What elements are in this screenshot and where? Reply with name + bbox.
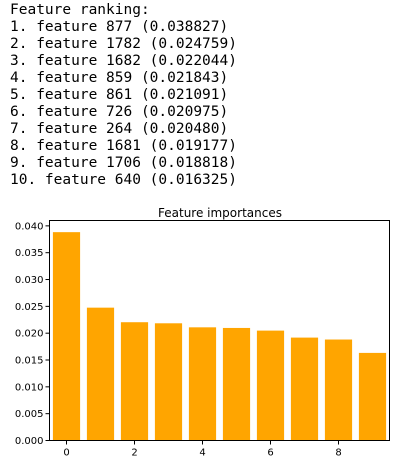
ranking-line: 3. feature 1682 (0.022044) xyxy=(10,53,237,69)
x-axis: 0 2 4 6 8 xyxy=(63,440,342,459)
bar-4 xyxy=(188,327,217,441)
x-tick-label: 4 xyxy=(199,448,205,459)
bar-8 xyxy=(324,339,353,441)
y-tick-label: 0.025 xyxy=(15,302,44,313)
y-axis: 0.000 0.005 0.010 0.015 0.020 0.025 0.030 0.035… xyxy=(15,221,50,447)
x-tick-label: 2 xyxy=(131,448,137,459)
ranking-line: 5. feature 861 (0.021091) xyxy=(10,87,229,103)
y-tick-label: 0.000 xyxy=(15,436,44,447)
bar-5 xyxy=(222,327,251,441)
x-tick-label: 6 xyxy=(267,448,273,459)
chart-title: Feature importances xyxy=(158,206,282,220)
ranking-line: 7. feature 264 (0.020480) xyxy=(10,121,229,137)
bar-2 xyxy=(120,322,149,441)
x-tick-label: 8 xyxy=(335,448,341,459)
ranking-heading: Feature ranking: xyxy=(10,2,150,18)
ranking-line: 10. feature 640 (0.016325) xyxy=(10,172,237,188)
bar-7 xyxy=(290,337,319,441)
bar-9 xyxy=(358,352,387,441)
y-tick-label: 0.040 xyxy=(15,221,44,232)
plot-frame xyxy=(49,220,390,441)
y-tick-label: 0.015 xyxy=(15,356,44,367)
ranking-line: 8. feature 1681 (0.019177) xyxy=(10,138,237,154)
ranking-line: 1. feature 877 (0.038827) xyxy=(10,19,229,35)
ranking-line: 6. feature 726 (0.020975) xyxy=(10,104,229,120)
y-tick-label: 0.010 xyxy=(15,382,44,393)
feature-ranking-output: Feature ranking: 1. feature 877 (0.03882… xyxy=(10,2,400,189)
bar-0 xyxy=(52,232,81,441)
y-tick-label: 0.030 xyxy=(15,275,44,286)
ranking-line: 4. feature 859 (0.021843) xyxy=(10,70,229,86)
bar-6 xyxy=(256,330,285,441)
y-tick-label: 0.020 xyxy=(15,329,44,340)
y-tick-label: 0.005 xyxy=(15,409,44,420)
ranking-line: 9. feature 1706 (0.018818) xyxy=(10,155,237,171)
bars xyxy=(52,232,387,441)
bar-1 xyxy=(86,307,115,441)
ranking-line: 2. feature 1782 (0.024759) xyxy=(10,36,237,52)
x-tick-label: 0 xyxy=(63,448,69,459)
bar-3 xyxy=(154,323,183,441)
feature-importances-chart: Feature importances 0.000 0.005 0.010 0.015… xyxy=(15,206,390,459)
y-tick-label: 0.035 xyxy=(15,248,44,259)
